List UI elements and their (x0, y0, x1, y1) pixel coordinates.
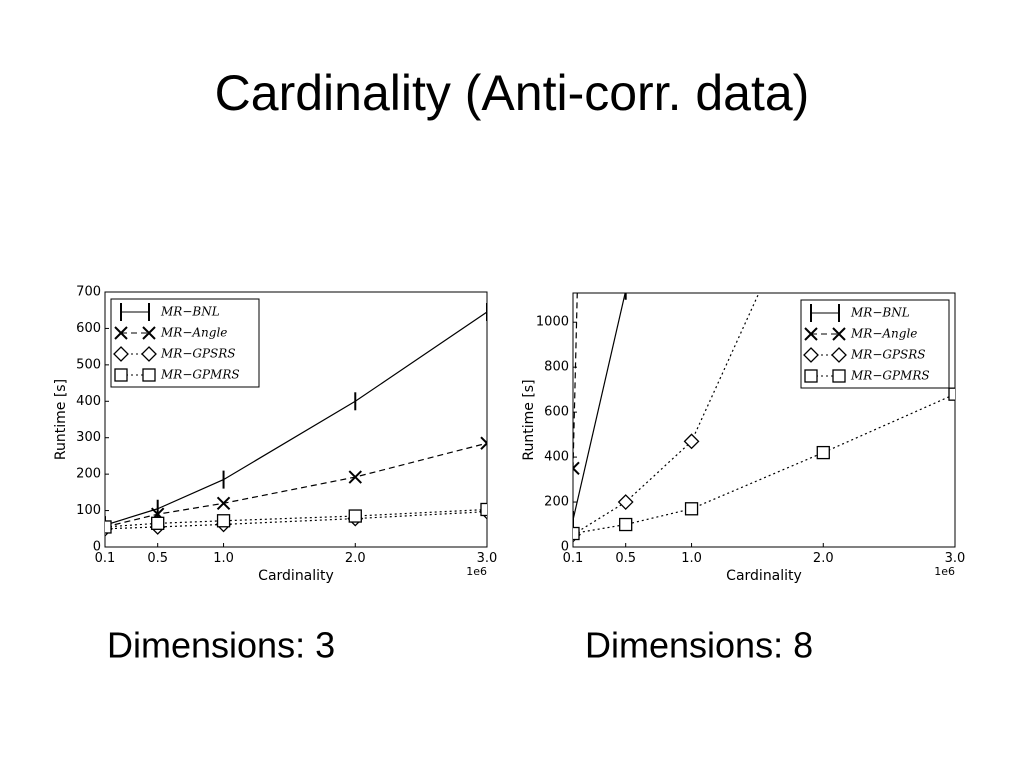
y-tick-label: 700 (76, 285, 101, 300)
x-tick-label: 0.5 (615, 551, 636, 566)
marker (114, 368, 128, 382)
marker (832, 327, 846, 341)
offset-text: 1e6 (934, 565, 955, 578)
legend-label: MR−BNL (850, 306, 910, 320)
legend-label: MR−Angle (850, 327, 917, 341)
x-tick-label: 0.1 (95, 551, 116, 566)
y-axis-label: Runtime [s] (521, 379, 537, 460)
y-tick-label: 800 (544, 360, 569, 375)
x-tick-label: 0.1 (563, 551, 584, 566)
series-line (105, 508, 487, 528)
marker (573, 526, 580, 541)
marker (480, 436, 487, 450)
y-tick-label: 300 (76, 430, 101, 445)
y-tick-label: 600 (76, 321, 101, 336)
y-tick-label: 200 (544, 495, 569, 510)
slide-title: Cardinality (Anti-corr. data) (215, 65, 810, 121)
plot (105, 303, 487, 537)
marker (816, 445, 830, 460)
marker (216, 496, 231, 510)
marker (113, 346, 129, 362)
marker (816, 144, 830, 158)
y-tick-label: 600 (544, 405, 569, 420)
marker (142, 368, 156, 382)
legend-box (800, 299, 950, 389)
legend-label: MR−GPSRS (160, 347, 236, 361)
marker (480, 502, 487, 517)
marker (617, 494, 634, 510)
marker (141, 346, 157, 362)
x-tick-label: 3.0 (477, 551, 498, 566)
marker (142, 326, 156, 340)
y-tick-label: 500 (76, 357, 101, 372)
y-tick-label: 0 (561, 540, 569, 555)
chart: 0 100 200 300 400 500 600 700 0.1 0.5 1.0 2.0 3.01e6… (53, 285, 497, 666)
marker (684, 502, 699, 516)
y-tick-label: 200 (76, 467, 101, 482)
x-axis-label: Cardinality (726, 568, 802, 584)
y-tick-label: 0 (93, 540, 101, 555)
x-tick-label: 3.0 (945, 551, 966, 566)
caption: Dimensions: 3 (107, 625, 335, 666)
marker (948, 387, 955, 401)
marker (683, 433, 700, 450)
marker (105, 520, 112, 534)
y-tick-label: 400 (544, 450, 569, 465)
y-tick-label: 400 (76, 394, 101, 409)
marker (803, 347, 819, 363)
y-axis-label: Runtime [s] (53, 379, 69, 460)
series-line (573, 293, 626, 521)
legend-label: MR−GPMRS (160, 368, 240, 382)
marker (114, 326, 128, 340)
y-tick-label: 1000 (536, 315, 569, 330)
marker (619, 517, 633, 532)
plot (573, 144, 955, 543)
x-axis-label: Cardinality (258, 568, 334, 584)
offset-text: 1e6 (466, 565, 487, 578)
marker (573, 461, 580, 476)
x-tick-label: 2.0 (345, 551, 366, 566)
marker (348, 509, 362, 523)
x-tick-label: 2.0 (813, 551, 834, 566)
y-tick-label: 100 (76, 503, 101, 518)
marker (804, 369, 818, 383)
marker (831, 347, 847, 363)
marker (832, 369, 846, 383)
legend-label: MR−GPSRS (850, 348, 926, 362)
series-line (573, 293, 760, 536)
x-tick-label: 1.0 (213, 551, 234, 566)
marker (151, 516, 165, 530)
x-tick-label: 0.5 (147, 551, 168, 566)
legend-label: MR−Angle (160, 326, 227, 340)
x-tick-label: 1.0 (681, 551, 702, 566)
series-line (105, 511, 487, 530)
caption: Dimensions: 8 (585, 625, 813, 666)
marker (348, 470, 362, 484)
legend-label: MR−BNL (160, 305, 220, 319)
marker (804, 327, 818, 341)
legend-label: MR−GPMRS (850, 369, 930, 383)
legend-box (110, 298, 260, 388)
marker (216, 514, 231, 528)
